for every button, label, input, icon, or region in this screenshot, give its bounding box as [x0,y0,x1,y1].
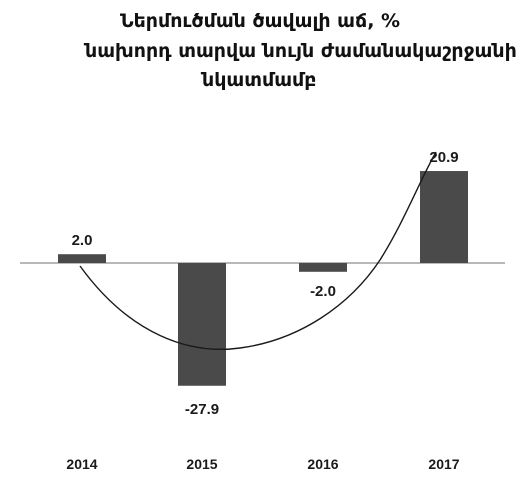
chart-title: Ներմուծման ծավալի աճ, % նախորդ տարվա նու… [83,10,517,91]
data-label-2016: -2.0 [310,283,336,300]
bar-2016 [299,263,347,272]
bar-2015 [178,263,226,386]
bars-group [58,171,468,386]
data-label-2017: 20.9 [429,149,458,166]
x-tick-label-2015: 2015 [186,456,217,472]
x-tick-labels-group: 2014 2015 2016 2017 [66,456,459,472]
chart-title-line-1: Ներմուծման ծավալի աճ, % [120,10,400,32]
data-label-2014: 2.0 [72,232,93,249]
bar-2017 [420,171,468,263]
chart-title-line-2: նախորդ տարվա նույն ժամանակաշրջանի [83,40,517,62]
bar-2014 [58,254,106,263]
x-tick-label-2014: 2014 [66,456,97,472]
trend-curve [79,151,437,351]
x-tick-label-2017: 2017 [428,456,459,472]
chart-title-line-3: նկատմամբ [200,69,316,91]
x-tick-label-2016: 2016 [307,456,338,472]
data-label-2015: -27.9 [185,401,219,418]
data-labels-group: 2.0 -27.9 -2.0 20.9 [72,149,459,418]
